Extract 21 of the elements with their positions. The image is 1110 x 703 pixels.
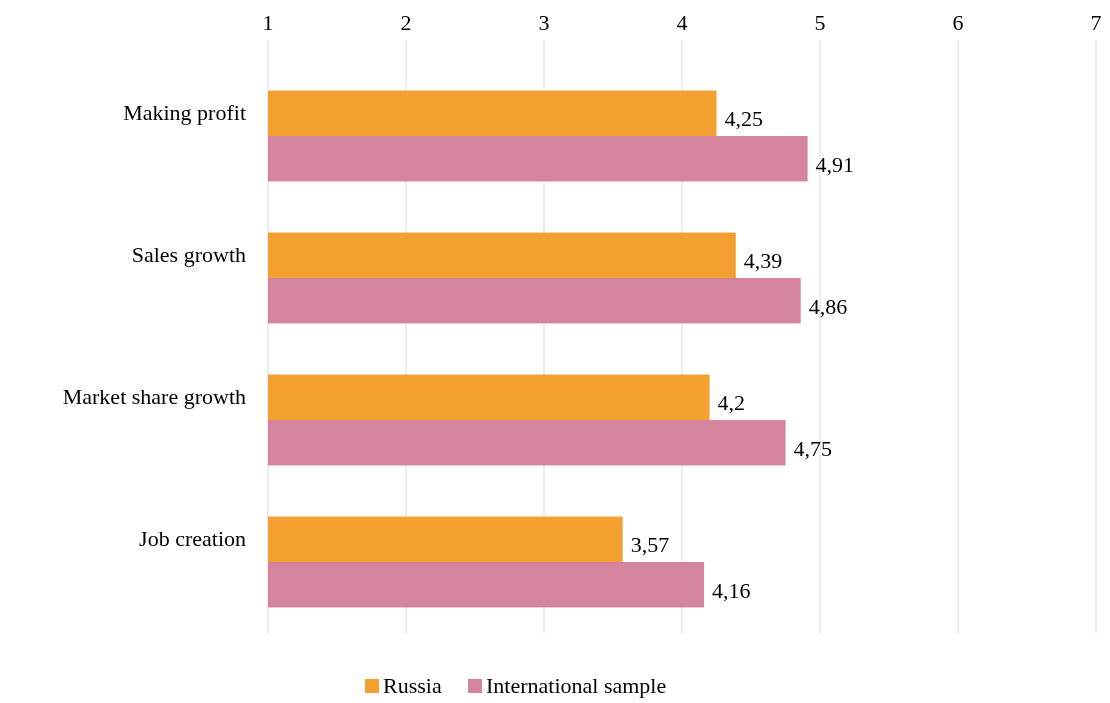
y-tick-label: Making profit — [123, 100, 246, 126]
x-tick-label: 3 — [538, 10, 550, 35]
x-tick-label: 7 — [1090, 10, 1102, 35]
y-tick-label: Sales growth — [131, 242, 246, 268]
data-label: 4,91 — [815, 151, 855, 177]
data-label: 3,57 — [630, 532, 670, 558]
x-tick-label: 1 — [262, 10, 274, 35]
data-label: 4,86 — [808, 293, 848, 319]
legend-label: Russia — [383, 673, 442, 698]
y-tick-label: Market share growth — [62, 384, 246, 410]
data-label: 4,2 — [717, 390, 746, 416]
data-label: 4,16 — [712, 577, 751, 603]
x-tick-label: 2 — [400, 10, 412, 35]
y-tick-label: Job creation — [139, 526, 246, 552]
x-tick-label: 5 — [814, 10, 826, 35]
x-tick-label: 6 — [952, 10, 964, 35]
data-label: 4,25 — [724, 106, 763, 132]
x-tick-label: 4 — [676, 10, 688, 35]
data-label: 4,39 — [743, 248, 783, 274]
legend-label: International sample — [486, 673, 667, 698]
data-label: 4,75 — [793, 435, 832, 461]
